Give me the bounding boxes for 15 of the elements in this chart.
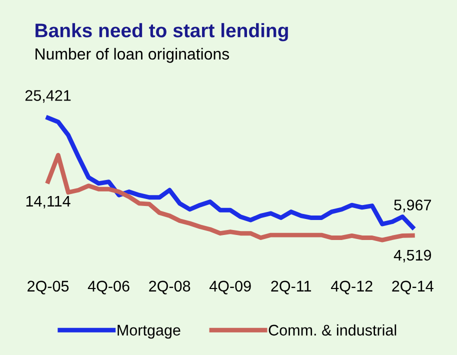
x-tick-label: 4Q-06 [88,280,130,294]
x-tick-label: 2Q-11 [271,280,312,294]
data-label: 5,967 [394,200,431,212]
data-label: 14,114 [26,196,70,208]
legend-label: Comm. & industrial [268,324,396,336]
legend-label: Mortgage [118,324,180,339]
x-tick-label: 4Q-12 [330,280,372,294]
x-tick-label: 2Q-08 [149,280,190,294]
data-label: 4,519 [394,250,432,262]
chart-title: Banks need to start lending [36,23,288,42]
data-label: 25,421 [25,90,71,103]
x-tick-label: 2Q-14 [392,280,434,294]
x-tick-label: 2Q-05 [28,280,69,294]
x-tick-label: 4Q-09 [209,280,251,294]
chart-subtitle: Number of loan originations [36,48,230,63]
